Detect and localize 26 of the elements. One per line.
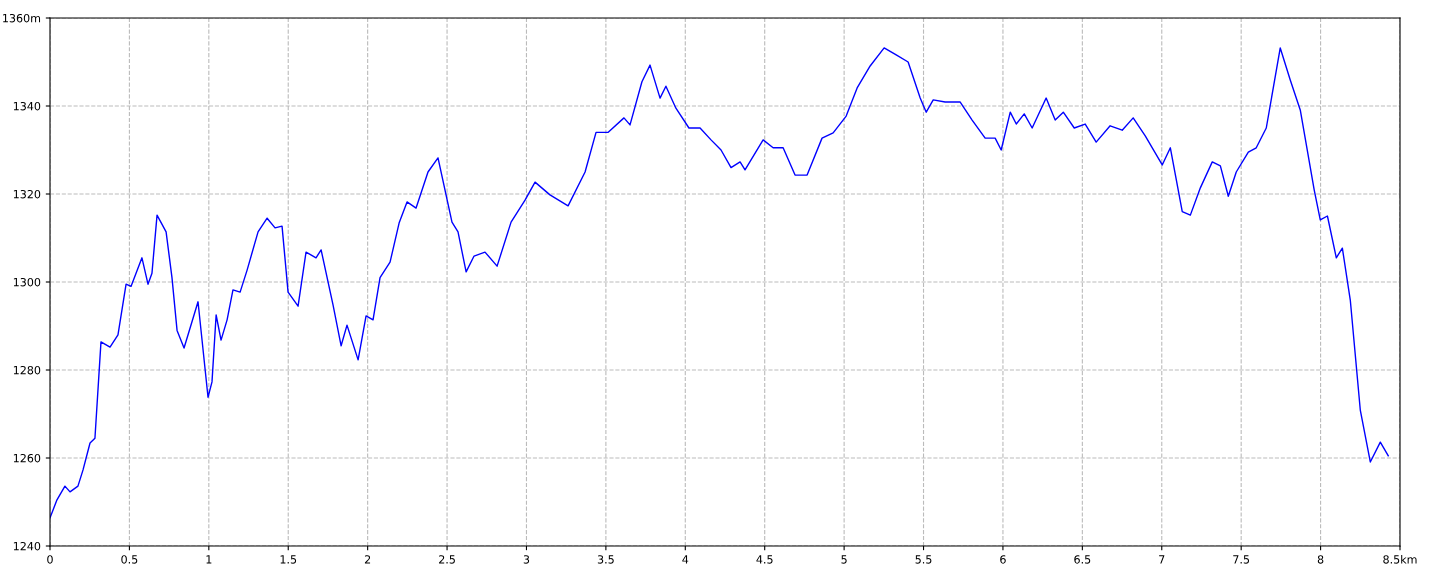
x-tick-label: 0 (47, 555, 53, 564)
x-tick-label: 8.5km (1383, 555, 1417, 564)
y-tick-label: 1260 (13, 453, 41, 463)
x-tick-label: 2 (364, 555, 371, 564)
x-tick-label: 7 (1159, 555, 1165, 564)
x-tick-label: 0.5 (121, 555, 138, 564)
x-tick-label: 6.5 (1074, 555, 1091, 564)
x-tick-label: 4 (682, 555, 689, 564)
x-tick-label: 5.5 (915, 555, 932, 564)
x-tick-label: 8 (1317, 555, 1324, 564)
x-tick-label: 3 (523, 555, 530, 564)
y-tick-label: 1300 (13, 277, 41, 287)
x-tick-label: 1.5 (280, 555, 297, 564)
x-tick-label: 7.5 (1233, 555, 1250, 564)
y-tick-label: 1320 (13, 189, 41, 199)
x-tick-label: 6 (1000, 555, 1006, 564)
y-tick-label: 1360m (3, 13, 41, 23)
x-tick-label: 5 (841, 555, 847, 564)
x-tick-label: 1 (206, 555, 212, 564)
x-tick-label: 3.5 (597, 555, 614, 564)
y-tick-label: 1240 (13, 541, 41, 551)
y-tick-label: 1340 (13, 101, 41, 111)
y-tick-label: 1280 (13, 365, 41, 375)
x-tick-label: 4.5 (756, 555, 773, 564)
x-tick-label: 2.5 (439, 555, 455, 564)
line-series (50, 47, 1389, 519)
